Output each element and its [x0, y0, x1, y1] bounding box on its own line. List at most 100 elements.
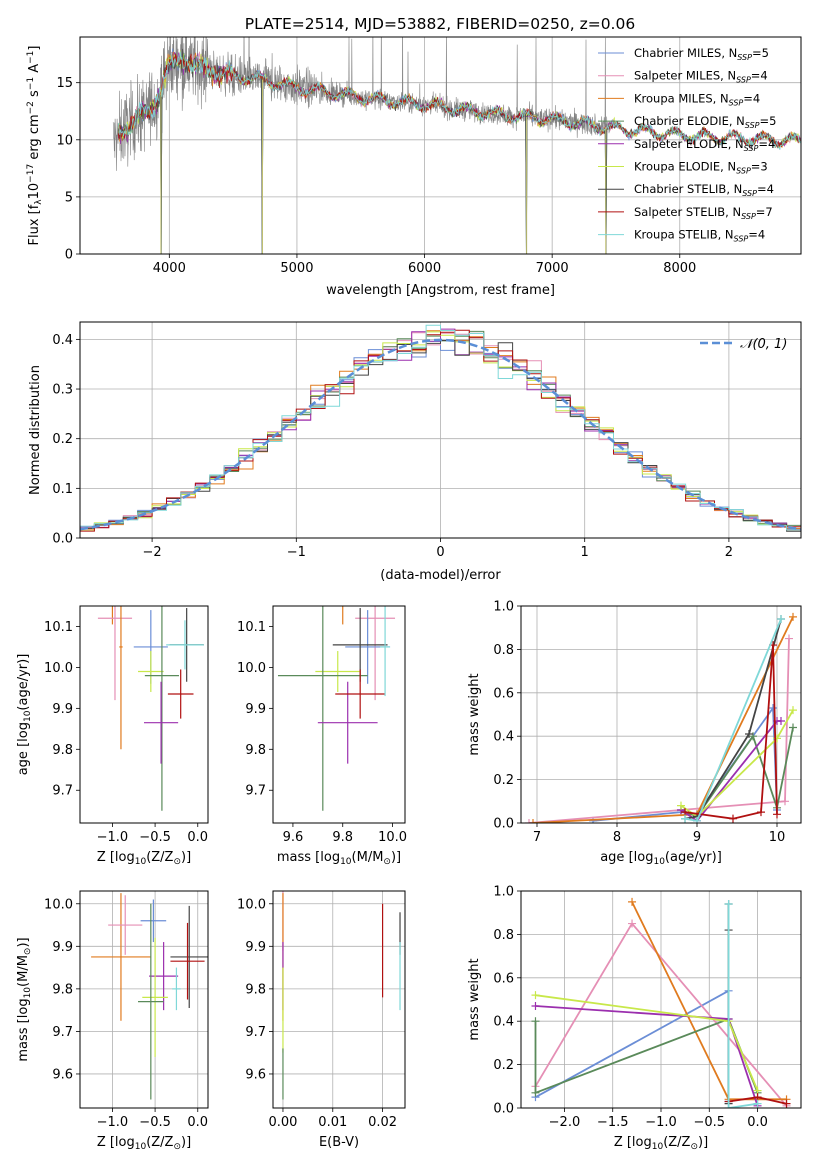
axes-frame	[79, 890, 209, 1109]
weight-marker-kroupa_stelib	[753, 1099, 762, 1108]
weight-marker-salpeter_stelib	[782, 1099, 791, 1108]
x-axis-label-part: (Z/Z	[663, 1135, 690, 1150]
x-axis-label-part: 10	[653, 857, 665, 867]
x-axis-label-part: ⊙	[383, 857, 391, 867]
y-axis-label-part: ]	[27, 46, 42, 51]
y-tick-label: 1.0	[493, 600, 514, 615]
legend-subscript: SSP	[744, 144, 759, 153]
y-tick-label: 5	[65, 190, 73, 205]
x-axis-label-part: age [log	[600, 850, 653, 865]
x-axis-label-part: ⊙	[690, 1142, 698, 1152]
y-axis-label-part: (M/M	[16, 955, 31, 987]
legend-suffix: =4	[757, 182, 774, 196]
spectrum-plot: 4000 5000 6000 7000 8000 0 5 10 15 wavelength [An…	[26, 36, 802, 298]
x-tick-label: 7	[533, 830, 541, 845]
legend-subscript: SSP	[736, 167, 751, 176]
weight-marker-salpeter_miles	[525, 819, 533, 823]
weight-marker-chabrier_elodie	[531, 1088, 540, 1097]
legend-subscript: SSP	[736, 76, 751, 85]
x-tick-label: 7000	[536, 261, 569, 276]
x-axis-label-part: )]	[181, 850, 191, 865]
y-tick-label: 9.8	[245, 743, 266, 758]
normal-curve	[80, 338, 801, 531]
weight-marker-kroupa_stelib	[777, 615, 785, 624]
legend-name: Salpeter STELIB, N	[634, 205, 741, 219]
x-tick-label: 10.0	[378, 830, 407, 845]
y-tick-label: 0	[65, 248, 73, 263]
x-axis-label: age [log10(age/yr)]	[600, 850, 722, 867]
weight-marker-salpeter_elodie	[777, 717, 785, 726]
x-axis-label: Z [log10(Z/Z⊙)]	[97, 850, 191, 867]
mass_vs_Z-plot: −1.0 −0.5 0.09.69.79.89.910.0Z [log10(Z/Z⊙…	[16, 890, 209, 1152]
y-axis-label: mass [log10(M/M⊙)]	[16, 937, 33, 1061]
legend-name: Chabrier MILES, N	[634, 46, 737, 60]
weight-line-chabrier_stelib	[684, 618, 782, 820]
x-tick-label: −2.0	[549, 1115, 581, 1130]
x-axis-label-part: (Z/Z	[146, 850, 173, 865]
x-axis-label-part: (Z/Z	[146, 1135, 173, 1150]
y-axis-label-part: )]	[16, 937, 31, 947]
y-tick-label: 0.6	[493, 971, 514, 986]
x-tick-label: 9.8	[332, 830, 353, 845]
weight-marker-chabrier_stelib	[745, 730, 753, 739]
age_vs_mass-plot: 9.6 9.8 10.0 9.7 9.8 9.9 10.0 10.1 mass [log10(M…	[237, 605, 407, 867]
y-axis-label: age [log10(age/yr)]	[16, 654, 33, 776]
y-tick-label: 9.9	[52, 702, 73, 717]
weight-marker-salpeter_stelib	[773, 810, 781, 819]
y-axis-label-part: −1	[26, 77, 36, 90]
weight-marker-salpeter_miles	[628, 919, 637, 928]
y-tick-label: 10.0	[237, 897, 266, 912]
x-axis-label-part: )]	[391, 850, 401, 865]
weight-line-kroupa_elodie	[535, 994, 759, 1091]
weight-marker-kroupa_stelib	[693, 816, 701, 823]
y-tick-label: 0.1	[52, 482, 73, 497]
histogram-kroupa_stelib	[80, 324, 801, 531]
x-tick-label: 8	[613, 830, 621, 845]
legend-subscript: SSP	[734, 235, 749, 244]
x-axis-label-part: 10	[340, 857, 352, 867]
legend-name: Chabrier ELODIE, N	[634, 114, 745, 128]
y-tick-label: 9.7	[245, 1025, 266, 1040]
y-axis-label-part: 10	[23, 987, 33, 999]
age_vs_Z-plot: −1.0 −0.5 0.09.79.89.910.010.1Z [log10(Z/Z…	[16, 605, 209, 867]
y-tick-label: 9.8	[52, 743, 73, 758]
x-axis-label: Z [log10(Z/Z⊙)]	[97, 1135, 191, 1152]
weight-marker-chabrier_elodie	[789, 723, 797, 732]
y-axis-label: Flux [fλ10−17 erg cm−2 s−1 A−1]	[26, 46, 44, 246]
weight-line-salpeter_stelib	[684, 645, 778, 820]
legend-suffix: =4	[751, 69, 768, 83]
x-tick-label: −2	[143, 545, 162, 560]
weight-marker-kroupa_stelib	[724, 1104, 733, 1108]
legend-subscript: SSP	[742, 189, 757, 198]
y-tick-label: 0.3	[52, 383, 73, 398]
weight-marker-salpeter_miles	[781, 797, 789, 806]
y-axis-label-part: s	[27, 90, 42, 101]
axes-frame	[520, 890, 802, 1109]
y-axis-label-part: 10	[27, 183, 42, 200]
weight-marker-chabrier_miles	[769, 703, 777, 712]
weight-marker-chabrier_elodie	[531, 1017, 540, 1026]
legend-suffix: =3	[751, 160, 768, 174]
weight-marker-kroupa_stelib	[681, 814, 689, 823]
y-tick-label: 0.0	[493, 1102, 514, 1117]
x-axis-label-part: Z [log	[97, 1135, 135, 1150]
y-tick-label: 0.4	[493, 730, 514, 745]
y-axis-label-part: −17	[26, 164, 36, 183]
y-tick-label: 0.0	[52, 532, 73, 547]
y-tick-label: 10.1	[44, 620, 73, 635]
spectrum-marks	[112, 37, 801, 254]
legend-suffix: =5	[752, 46, 769, 60]
x-tick-label: 0.00	[268, 1115, 297, 1130]
legend-label: Chabrier STELIB, NSSP=4	[634, 182, 774, 198]
legend-label: Kroupa STELIB, NSSP=4	[634, 228, 765, 244]
y-axis-label: mass weight	[467, 673, 482, 755]
x-tick-label: 1	[581, 545, 589, 560]
x-tick-label: 0.0	[747, 1115, 768, 1130]
weight_vs_age-marks	[525, 612, 797, 823]
axes-frame	[79, 321, 802, 539]
legend-name: Kroupa STELIB, N	[634, 228, 734, 242]
legend-suffix: =4	[743, 91, 760, 105]
figure-title: PLATE=2514, MJD=53882, FIBERID=0250, z=0…	[245, 15, 635, 33]
model-spectrum-salpeter_stelib	[117, 51, 801, 148]
